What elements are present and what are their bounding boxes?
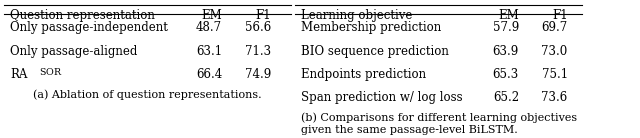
Text: Learning objective: Learning objective bbox=[301, 9, 413, 22]
Text: (a) Ablation of question representations.: (a) Ablation of question representations… bbox=[33, 89, 262, 100]
Text: R: R bbox=[54, 68, 61, 77]
Text: F1: F1 bbox=[552, 9, 568, 22]
Text: 73.6: 73.6 bbox=[541, 91, 568, 104]
Text: 63.1: 63.1 bbox=[196, 45, 222, 58]
Text: F1: F1 bbox=[255, 9, 271, 22]
Text: 48.7: 48.7 bbox=[196, 21, 222, 34]
Text: O: O bbox=[45, 68, 53, 77]
Text: 65.3: 65.3 bbox=[493, 68, 519, 81]
Text: S: S bbox=[39, 68, 45, 77]
Text: 69.7: 69.7 bbox=[541, 21, 568, 34]
Text: EM: EM bbox=[498, 9, 519, 22]
Text: Question representation: Question representation bbox=[10, 9, 155, 22]
Text: Only passage-aligned: Only passage-aligned bbox=[10, 45, 138, 58]
Text: 65.2: 65.2 bbox=[493, 91, 519, 104]
Text: Only passage-independent: Only passage-independent bbox=[10, 21, 168, 34]
Text: 56.6: 56.6 bbox=[244, 21, 271, 34]
Text: Membership prediction: Membership prediction bbox=[301, 21, 442, 34]
Text: Span prediction w/ log loss: Span prediction w/ log loss bbox=[301, 91, 463, 104]
Text: 57.9: 57.9 bbox=[493, 21, 519, 34]
Text: 66.4: 66.4 bbox=[196, 68, 222, 81]
Text: 75.1: 75.1 bbox=[541, 68, 568, 81]
Text: 73.0: 73.0 bbox=[541, 45, 568, 58]
Text: (b) Comparisons for different learning objectives
given the same passage-level B: (b) Comparisons for different learning o… bbox=[301, 112, 577, 135]
Text: 74.9: 74.9 bbox=[244, 68, 271, 81]
Text: 71.3: 71.3 bbox=[245, 45, 271, 58]
Text: BIO sequence prediction: BIO sequence prediction bbox=[301, 45, 449, 58]
Text: Endpoints prediction: Endpoints prediction bbox=[301, 68, 426, 81]
Text: RA: RA bbox=[10, 68, 28, 81]
Text: EM: EM bbox=[202, 9, 222, 22]
Text: 63.9: 63.9 bbox=[493, 45, 519, 58]
